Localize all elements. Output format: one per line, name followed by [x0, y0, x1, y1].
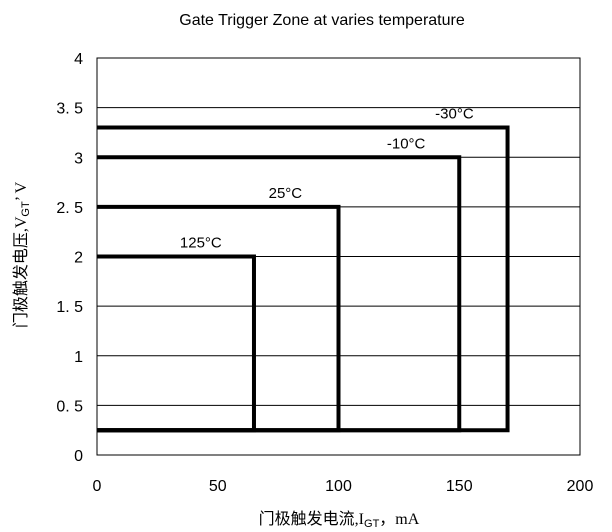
y-axis-label-subscript: GT	[20, 201, 32, 217]
y-tick-label-6: 3	[74, 150, 83, 167]
y-tick-label-8: 4	[74, 51, 83, 68]
x-tick-label-0: 0	[93, 478, 102, 495]
y-tick-label-2: 1	[74, 349, 83, 366]
x-axis-label-main: 门极触发电流,I	[259, 510, 364, 528]
y-tick-label-0: 0	[74, 448, 83, 465]
zone-boundary-0	[97, 254, 256, 433]
y-axis-label-unit: ’ V	[13, 181, 30, 201]
x-tick-label-1: 50	[209, 478, 227, 495]
y-tick-label-4: 2	[74, 250, 83, 267]
x-axis-label: 门极触发电流,IGT，mA	[259, 510, 420, 530]
y-axis-tick-labels: 0 0. 5 1 1. 5 2 2. 5 3 3. 5 4	[56, 51, 83, 465]
zone-label-0: 125°C	[180, 235, 222, 252]
y-axis-label-main: 门极触发电压,V	[12, 216, 30, 328]
x-tick-label-4: 200	[567, 478, 594, 495]
trigger-zone-labels: 125°C 25°C -10°C -30°C	[180, 105, 474, 251]
chart-title: Gate Trigger Zone at varies temperature	[179, 12, 465, 29]
zone-label-3: -30°C	[435, 105, 474, 122]
zone-label-2: -10°C	[387, 135, 426, 152]
x-axis-tick-labels: 0 50 100 150 200	[93, 478, 594, 495]
y-tick-label-7: 3. 5	[56, 101, 83, 118]
y-tick-label-1: 0. 5	[56, 398, 83, 415]
x-tick-label-2: 100	[325, 478, 352, 495]
zone-boundary-3	[97, 125, 510, 433]
x-axis-label-unit: ，mA	[379, 511, 419, 528]
x-axis-label-subscript: GT	[364, 518, 380, 530]
x-tick-label-3: 150	[446, 478, 473, 495]
y-tick-label-3: 1. 5	[56, 299, 83, 316]
y-axis-label: 门极触发电压,VGT’ V	[12, 181, 32, 328]
y-tick-label-5: 2. 5	[56, 200, 83, 217]
zone-label-1: 25°C	[269, 185, 303, 202]
trigger-zone-series	[97, 125, 510, 433]
